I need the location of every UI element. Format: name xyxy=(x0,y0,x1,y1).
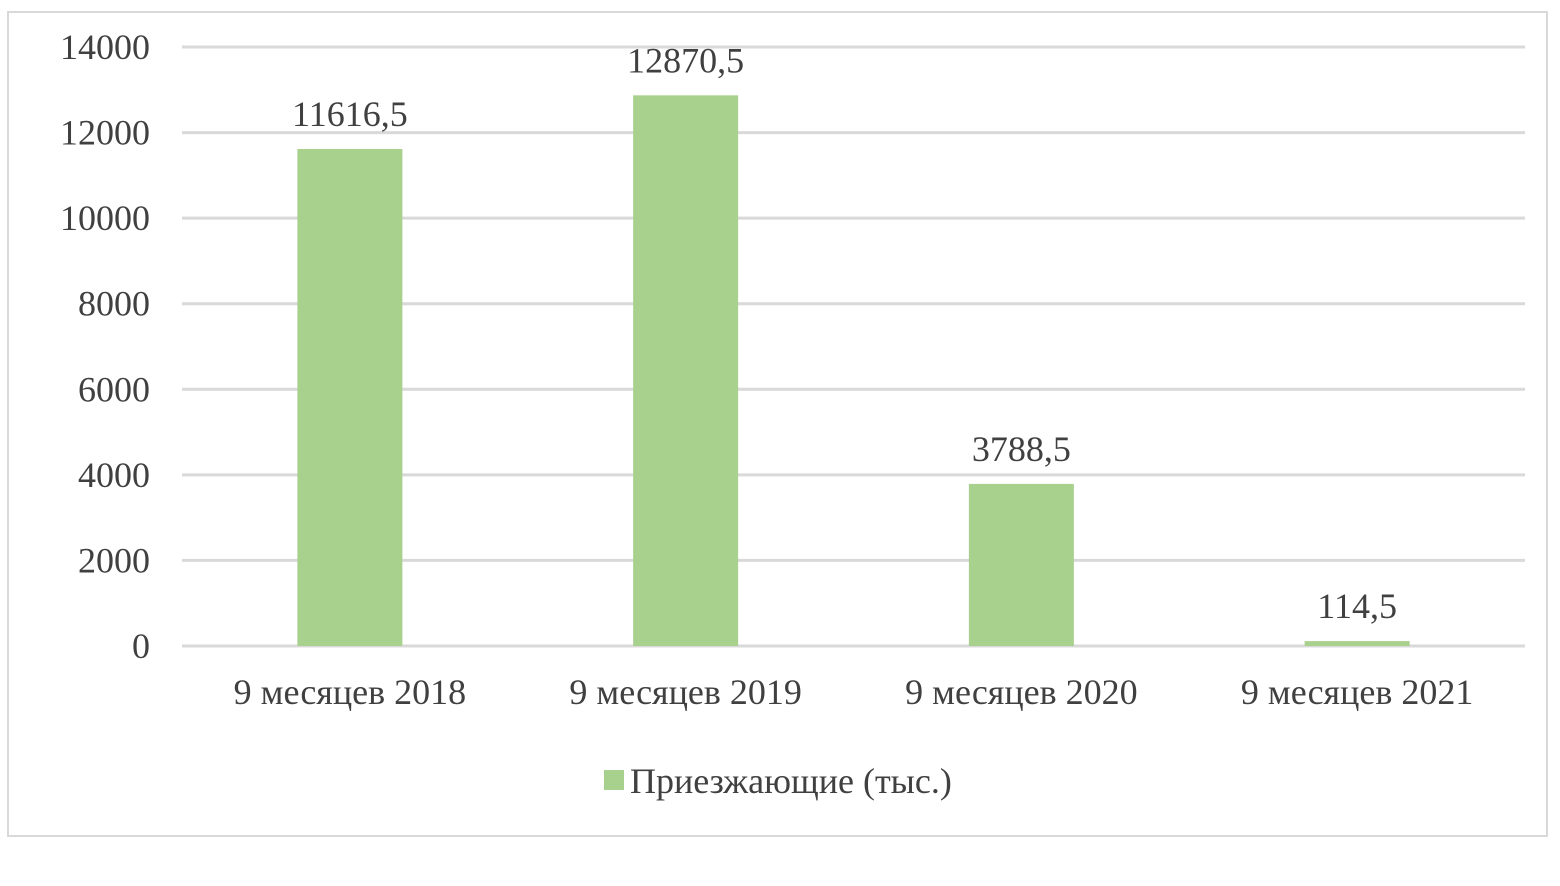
x-category-label: 9 месяцев 2018 xyxy=(234,672,466,712)
x-category-label: 9 месяцев 2020 xyxy=(905,672,1137,712)
bar xyxy=(968,483,1074,646)
y-tick-label: 2000 xyxy=(78,540,150,580)
y-tick-label: 0 xyxy=(132,626,150,666)
x-category-label: 9 месяцев 2021 xyxy=(1241,672,1473,712)
gridlines xyxy=(182,45,1525,648)
bar xyxy=(297,148,403,647)
y-tick-label: 14000 xyxy=(60,27,150,67)
y-tick-label: 12000 xyxy=(60,113,150,153)
data-label: 114,5 xyxy=(1317,586,1397,626)
legend-label: Приезжающие (тыс.) xyxy=(630,761,952,801)
y-tick-label: 10000 xyxy=(60,198,150,238)
legend: Приезжающие (тыс.) xyxy=(604,761,952,801)
y-tick-label: 6000 xyxy=(78,369,150,409)
data-label: 12870,5 xyxy=(627,40,744,80)
data-label: 3788,5 xyxy=(972,429,1071,469)
bar xyxy=(633,95,739,646)
y-tick-label: 4000 xyxy=(78,455,150,495)
bar xyxy=(1304,641,1410,646)
chart-frame xyxy=(7,11,1548,837)
data-label: 11616,5 xyxy=(292,94,408,134)
data-labels: 11616,5 12870,5 3788,5 114,5 xyxy=(292,40,1397,626)
y-tick-label: 8000 xyxy=(78,284,150,324)
legend-swatch xyxy=(604,770,624,790)
y-axis-ticks: 0 2000 4000 6000 8000 10000 12000 14000 xyxy=(60,27,150,666)
x-axis-categories: 9 месяцев 2018 9 месяцев 2019 9 месяцев 20… xyxy=(234,672,1474,712)
bars xyxy=(297,95,1410,647)
x-category-label: 9 месяцев 2019 xyxy=(569,672,801,712)
